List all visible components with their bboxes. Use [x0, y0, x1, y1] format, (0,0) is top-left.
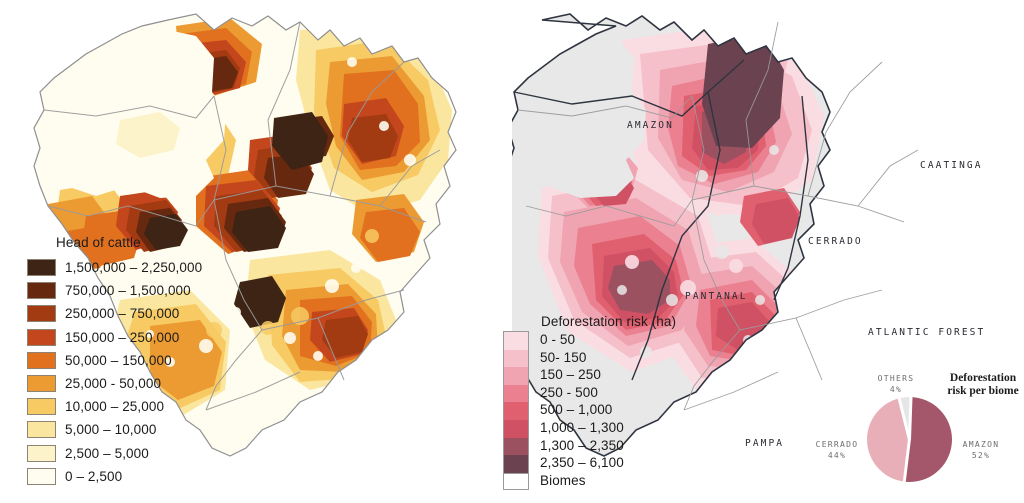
- ramp-cell: [504, 419, 528, 438]
- cattle-legend-label: 750,000 – 1,500,000: [65, 283, 191, 299]
- cattle-swatch: [27, 444, 56, 462]
- cattle-swatch: [27, 375, 56, 393]
- biome-label-cerrado: CERRADO: [808, 236, 863, 247]
- pie-graphic: [867, 396, 952, 482]
- pie-label-others: OTHERS 4%: [863, 373, 929, 395]
- legend-row: 2,500 – 5,000: [27, 442, 202, 465]
- pie-separator: [902, 438, 911, 482]
- risk-legend-title: Deforestation risk (ha): [541, 314, 677, 329]
- risk-legend: Deforestation risk (ha) 0 - 50 50- 150: [503, 314, 677, 491]
- pie-label-amazon-value: 52%: [971, 451, 991, 460]
- risk-legend-label: 150 – 250: [540, 367, 601, 383]
- pie-label-cerrado: CERRADO 44%: [802, 439, 872, 461]
- biome-label-pampa: PAMPA: [745, 438, 785, 449]
- legend-row: 5,000 – 10,000: [27, 418, 202, 441]
- legend-row: 1,500,000 – 2,250,000: [27, 256, 202, 279]
- cattle-legend-label: 50,000 – 150,000: [65, 352, 172, 368]
- cattle-legend-label: 150,000 – 250,000: [65, 329, 180, 345]
- cattle-swatch: [27, 351, 56, 369]
- cattle-legend-label: 1,500,000 – 2,250,000: [65, 260, 203, 276]
- deforestation-risk-panel: Deforestation risk (ha) 0 - 50 50- 150: [503, 0, 1024, 503]
- biomes-legend-label: Biomes: [540, 472, 586, 488]
- legend-row: 150,000 – 250,000: [27, 326, 202, 349]
- cattle-legend-label: 10,000 – 25,000: [65, 399, 165, 415]
- cattle-density-panel: Head of cattle 1,500,000 – 2,250,000 750…: [27, 13, 457, 488]
- cattle-swatch: [27, 259, 56, 277]
- legend-row: 10,000 – 25,000: [27, 395, 202, 418]
- pie-label-amazon-name: AMAZON: [962, 440, 1000, 449]
- cattle-legend-label: 0 – 2,500: [65, 468, 123, 484]
- cattle-swatch: [27, 328, 56, 346]
- ramp-cell: [504, 455, 528, 473]
- risk-legend-label: 0 - 50: [540, 332, 576, 347]
- risk-legend-label: 500 – 1,000: [540, 402, 613, 418]
- legend-row: 50,000 – 150,000: [27, 349, 202, 372]
- risk-legend-label: 2,350 – 6,100: [540, 455, 624, 471]
- risk-color-ramp: [503, 331, 529, 473]
- deforestation-pie-chart: Deforestation risk per biome OTHERS 4% C…: [816, 366, 1024, 503]
- ramp-cell: [504, 384, 528, 403]
- ramp-cell: [504, 332, 528, 350]
- risk-map-boundaries: [512, 13, 919, 457]
- pie-label-others-name: OTHERS: [877, 374, 915, 383]
- pie-label-cerrado-value: 44%: [827, 451, 847, 460]
- risk-legend-label: 250 - 500: [540, 384, 598, 400]
- cattle-swatch: [27, 305, 56, 323]
- cattle-swatch: [27, 421, 56, 439]
- ramp-cell: [504, 349, 528, 368]
- cattle-legend-label: 25,000 - 50,000: [65, 376, 162, 392]
- legend-row: 25,000 - 50,000: [27, 372, 202, 395]
- cattle-legend-label: 5,000 – 10,000: [65, 422, 157, 438]
- cattle-legend-title: Head of cattle: [56, 235, 141, 250]
- pie-label-cerrado-name: CERRADO: [815, 440, 859, 449]
- pie-chart-title: Deforestation risk per biome: [947, 372, 1019, 397]
- risk-legend-label: 1,300 – 2,350: [540, 437, 624, 453]
- cattle-swatch: [27, 467, 56, 485]
- biome-label-atlantic-forest: ATLANTIC FOREST: [868, 327, 986, 338]
- cattle-legend: Head of cattle 1,500,000 – 2,250,000 750…: [27, 235, 202, 488]
- cattle-swatch: [27, 398, 56, 416]
- cattle-swatch: [27, 282, 56, 300]
- biome-label-amazon: AMAZON: [627, 120, 674, 131]
- risk-legend-label: 50- 150: [540, 349, 587, 365]
- biome-label-pantanal: PANTANAL: [685, 291, 748, 302]
- cattle-density-map: [33, 13, 457, 457]
- pie-label-amazon: AMAZON 52%: [948, 439, 1014, 461]
- pie-label-others-value: 4%: [889, 385, 903, 394]
- cattle-legend-label: 250,000 – 750,000: [65, 306, 180, 322]
- cattle-legend-label: 2,500 – 5,000: [65, 445, 149, 461]
- legend-row: 750,000 – 1,500,000: [27, 279, 202, 302]
- ramp-cell: [504, 367, 528, 385]
- deforestation-risk-map: [512, 13, 919, 457]
- biome-label-caatinga: CAATINGA: [920, 160, 983, 171]
- cattle-map-boundaries: [33, 13, 457, 457]
- legend-row: 250,000 – 750,000: [27, 302, 202, 325]
- ramp-cell: [504, 437, 528, 456]
- ramp-cell: [504, 402, 528, 420]
- biomes-swatch: [503, 472, 529, 491]
- risk-legend-label: 1,000 – 1,300: [540, 419, 624, 435]
- legend-row: 0 – 2,500: [27, 465, 202, 488]
- risk-choropleth: [512, 14, 830, 456]
